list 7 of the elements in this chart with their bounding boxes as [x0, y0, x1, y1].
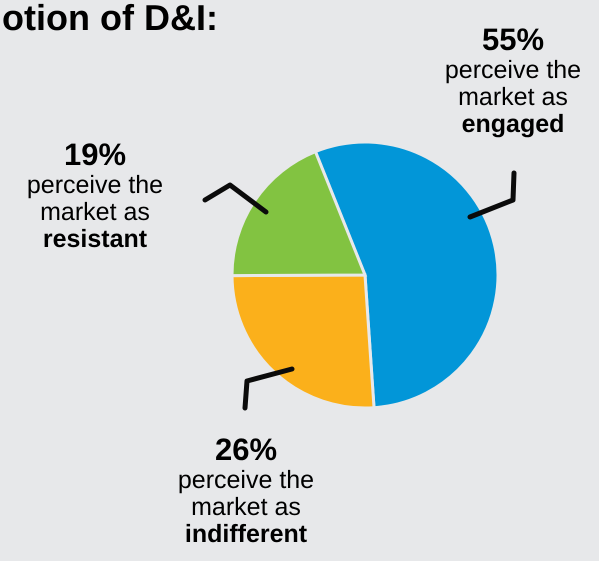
slice-label: perceive the market as engaged	[444, 56, 582, 138]
slice-label: perceive the market as indifferent	[178, 466, 314, 548]
slice-label: perceive the market as resistant	[26, 171, 164, 253]
data-label: 19%	[64, 137, 126, 172]
chart-title: otion of D&I:	[2, 0, 218, 38]
data-label: 26%	[214, 432, 278, 467]
data-label: 55%	[482, 22, 544, 57]
